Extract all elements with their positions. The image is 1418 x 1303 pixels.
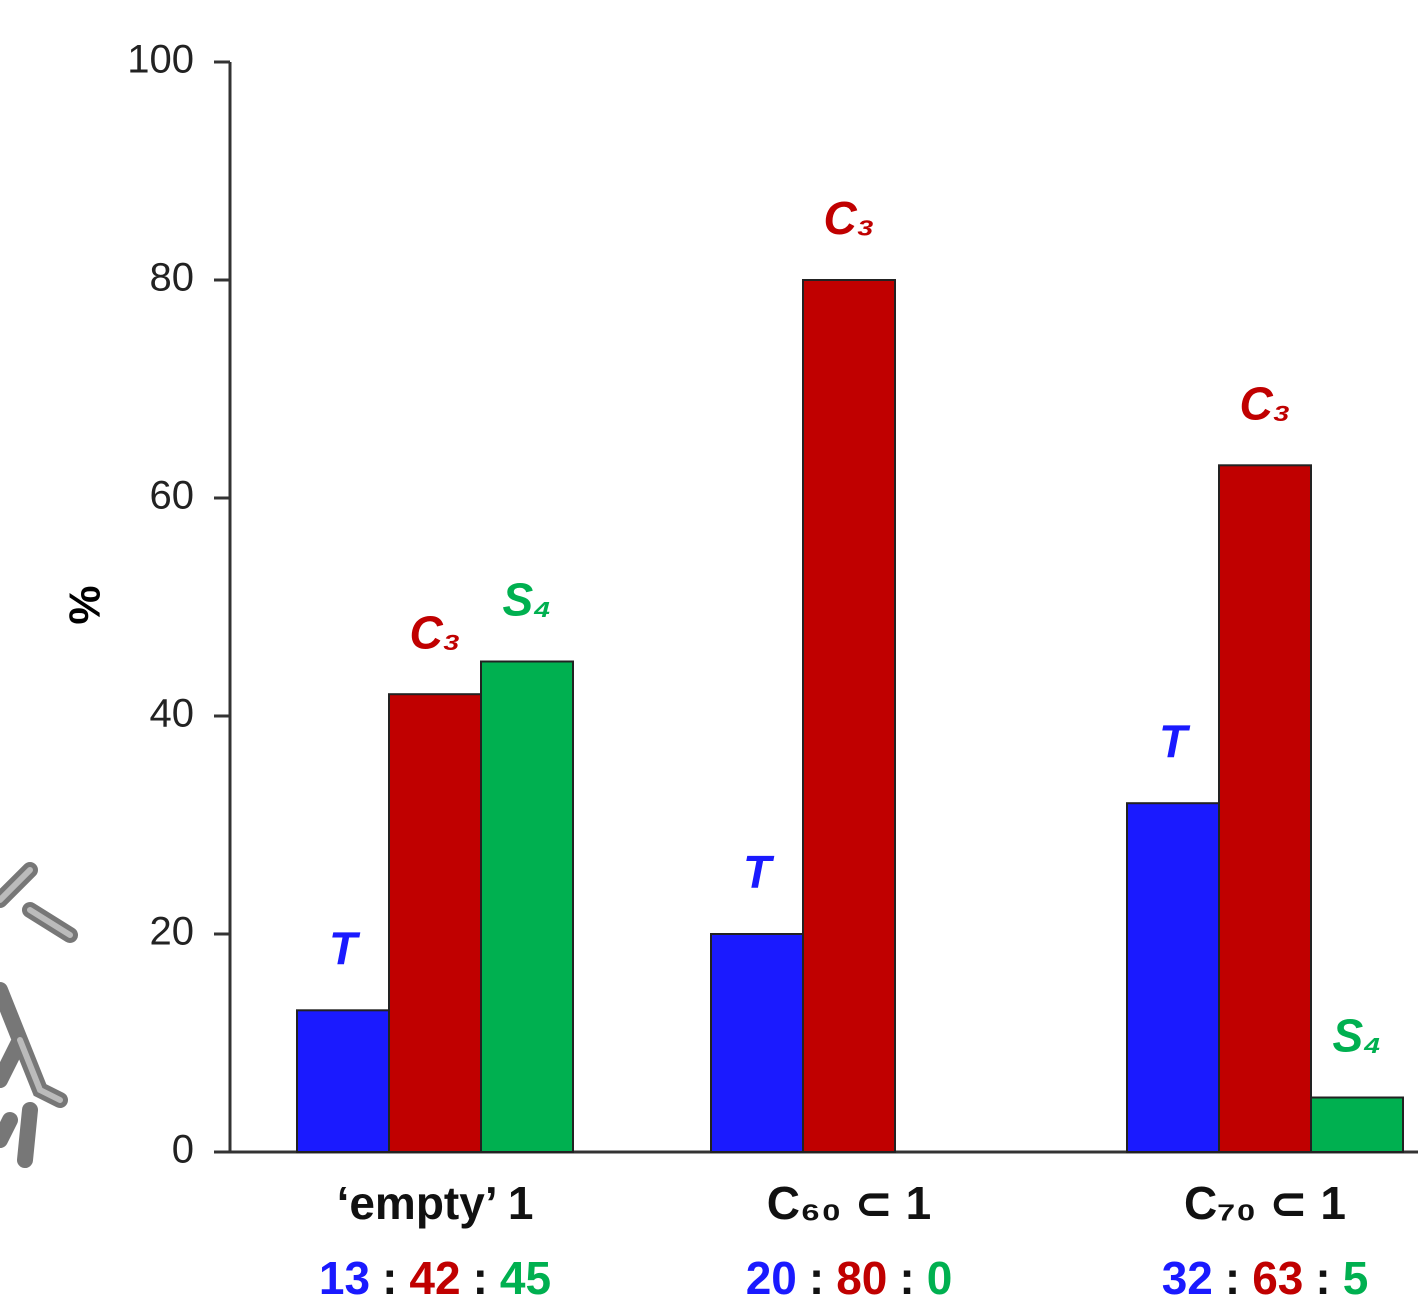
bar	[1127, 803, 1219, 1152]
x-tick-label: C₇₀ ⊂ 1	[1184, 1177, 1346, 1229]
data-label: 45	[500, 1252, 551, 1303]
bar	[711, 934, 803, 1152]
data-label: 42	[409, 1252, 460, 1303]
x-tick-label: ‘empty’ 1	[337, 1177, 534, 1229]
data-label: 32	[1162, 1252, 1213, 1303]
data-label: 5	[1343, 1252, 1369, 1303]
series-label: C₃	[409, 606, 460, 658]
bar	[389, 694, 481, 1152]
bar	[1311, 1098, 1403, 1153]
series-label: S₄	[502, 574, 551, 626]
ratio-separator: :	[809, 1252, 824, 1303]
ratio-separator: :	[473, 1252, 488, 1303]
y-tick-label: 100	[127, 38, 194, 82]
series-label: C₃	[1239, 377, 1290, 429]
ratio-separator: :	[382, 1252, 397, 1303]
ratio-separator: :	[1225, 1252, 1240, 1303]
bar	[1219, 465, 1311, 1152]
y-tick-label: 80	[150, 256, 195, 300]
ratio-label: 13:42:45	[319, 1252, 551, 1303]
data-label: 20	[746, 1252, 797, 1303]
ratio-separator: :	[899, 1252, 914, 1303]
series-label: C₃	[823, 192, 874, 244]
y-tick-label: 40	[150, 692, 195, 736]
data-label: 80	[836, 1252, 887, 1303]
chart: % 020406080100TC₃S₄‘empty’ 113:42:45TC₃C…	[0, 0, 1418, 1303]
bar	[297, 1010, 389, 1152]
y-tick-label: 60	[150, 474, 195, 518]
series-label: T	[329, 922, 361, 974]
ratio-separator: :	[1315, 1252, 1330, 1303]
y-tick-label: 20	[150, 910, 195, 954]
series-label: S₄	[1332, 1010, 1381, 1062]
bar	[481, 662, 573, 1153]
data-label: 63	[1252, 1252, 1303, 1303]
ratio-label: 32:63:5	[1162, 1252, 1369, 1303]
y-tick-label: 0	[172, 1128, 194, 1172]
data-label: 13	[319, 1252, 370, 1303]
series-label: T	[743, 846, 775, 898]
ratio-label: 20:80:0	[746, 1252, 953, 1303]
bar	[803, 280, 895, 1152]
series-label: T	[1159, 715, 1191, 767]
y-axis-label: %	[61, 585, 110, 624]
data-label: 0	[927, 1252, 953, 1303]
molecule-decoration	[0, 870, 70, 1160]
x-tick-label: C₆₀ ⊂ 1	[767, 1177, 932, 1229]
